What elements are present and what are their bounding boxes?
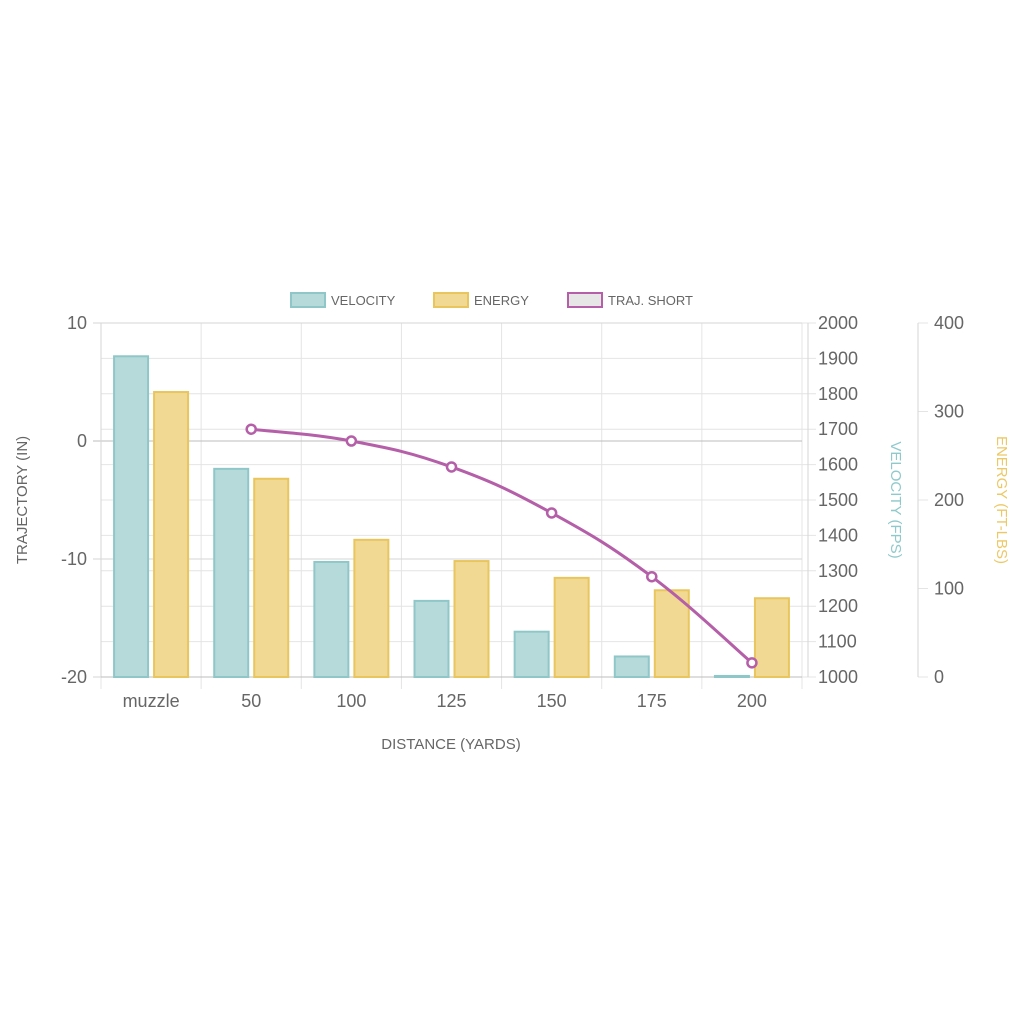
velocity-tick-label: 1000: [818, 667, 858, 687]
trajectory-line-layer: [245, 423, 758, 669]
axes: 100-10-202000190018001700160015001400130…: [14, 313, 1010, 753]
velocity-tick-label: 1800: [818, 384, 858, 404]
x-tick-label: 150: [537, 691, 567, 711]
trajectory-point: [445, 461, 458, 473]
velocity-bar: [413, 599, 450, 679]
x-axis-title: DISTANCE (YARDS): [381, 736, 520, 753]
velocity-tick-label: 1900: [818, 348, 858, 368]
energy-tick-label: 400: [934, 313, 964, 333]
trajectory-axis-title: TRAJECTORY (IN): [14, 436, 31, 564]
velocity-axis-title: VELOCITY (FPS): [887, 441, 904, 558]
energy-bar: [353, 538, 390, 679]
legend-label-traj-short: TRAJ. SHORT: [608, 293, 693, 308]
velocity-bar: [613, 655, 650, 679]
velocity-tick-label: 2000: [818, 313, 858, 333]
legend-swatch-velocity: [290, 292, 326, 308]
energy-tick-label: 300: [934, 402, 964, 422]
x-tick-label: 175: [637, 691, 667, 711]
legend-swatch-traj-short: [567, 292, 603, 308]
trajectory-tick-label: 10: [67, 313, 87, 333]
energy-bar: [253, 477, 290, 679]
x-tick-label: 50: [241, 691, 261, 711]
x-tick-label: 200: [737, 691, 767, 711]
trajectory-point: [746, 657, 758, 669]
velocity-tick-label: 1300: [818, 561, 858, 581]
energy-bar: [453, 560, 490, 678]
velocity-tick-label: 1200: [818, 596, 858, 616]
energy-bar: [653, 589, 690, 679]
energy-tick-label: 0: [934, 667, 944, 687]
velocity-bar: [313, 560, 350, 679]
legend-swatch-energy: [433, 292, 469, 308]
energy-bar: [753, 597, 790, 678]
velocity-bar: [513, 630, 550, 678]
energy-tick-label: 100: [934, 579, 964, 599]
x-tick-label: muzzle: [123, 691, 180, 711]
bars: [113, 355, 790, 679]
trajectory-point: [245, 423, 257, 435]
energy-axis-title: ENERGY (FT-LBS): [993, 436, 1010, 564]
x-tick-label: 100: [336, 691, 366, 711]
legend: VELOCITY ENERGY TRAJ. SHORT: [290, 292, 693, 308]
velocity-tick-label: 1400: [818, 525, 858, 545]
trajectory-line: [251, 427, 753, 664]
energy-bar: [153, 391, 190, 678]
velocity-tick-label: 1100: [818, 632, 857, 652]
velocity-tick-label: 1700: [818, 419, 858, 439]
velocity-bar: [713, 674, 750, 678]
energy-bar: [553, 576, 590, 679]
velocity-tick-label: 1500: [818, 490, 858, 510]
trajectory-point: [345, 435, 358, 447]
trajectory-point: [646, 570, 658, 583]
velocity-bar: [213, 467, 250, 678]
velocity-tick-label: 1600: [818, 455, 858, 475]
trajectory-tick-label: -10: [61, 549, 87, 569]
trajectory-point: [545, 507, 558, 519]
trajectory-tick-label: -20: [61, 667, 87, 687]
trajectory-tick-label: 0: [77, 431, 87, 451]
legend-label-energy: ENERGY: [474, 293, 529, 308]
legend-label-velocity: VELOCITY: [331, 293, 396, 308]
energy-tick-label: 200: [934, 490, 964, 510]
velocity-bar: [113, 355, 150, 678]
x-tick-label: 125: [436, 691, 466, 711]
